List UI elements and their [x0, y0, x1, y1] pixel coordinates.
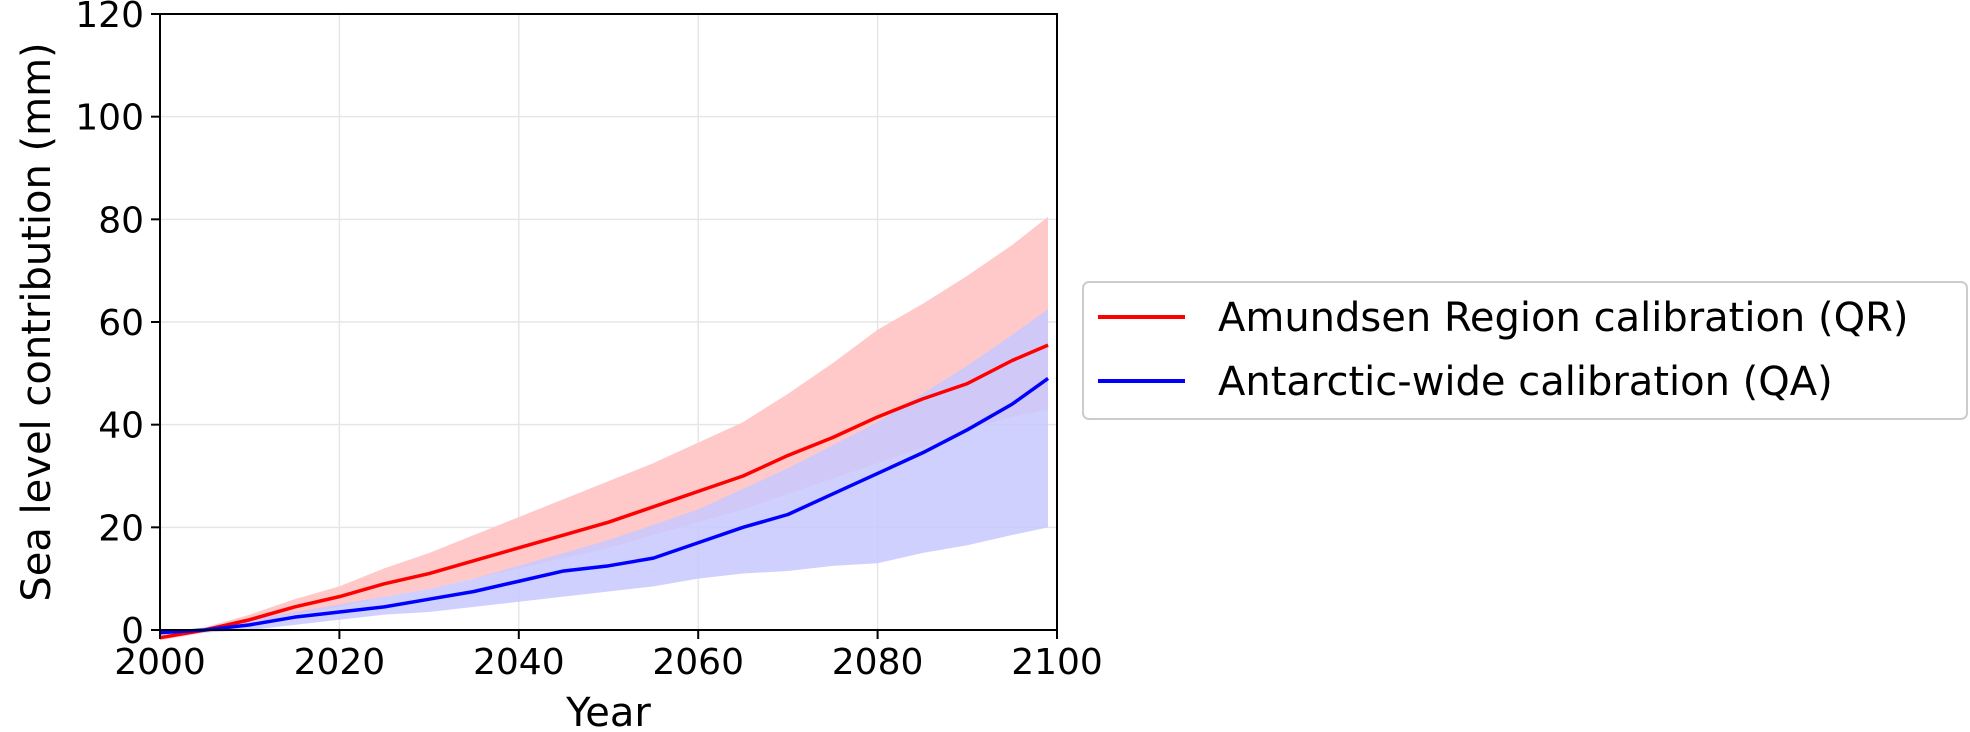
legend-label-antarctic: Antarctic-wide calibration (QA) — [1218, 359, 1833, 405]
y-tick-label: 0 — [121, 611, 144, 652]
x-tick-label: 2000 — [114, 642, 206, 683]
x-tick-label: 2020 — [294, 642, 386, 683]
series-line-1 — [159, 377, 1050, 635]
x-tick-label: 2060 — [652, 642, 744, 683]
x-tick-label: 2040 — [473, 642, 565, 683]
x-axis-label: Year — [565, 690, 651, 732]
y-tick-label: 80 — [98, 200, 144, 241]
x-tick-label: 2100 — [1011, 642, 1103, 683]
uncertainty-band-1 — [160, 309, 1049, 636]
y-tick-label: 60 — [98, 303, 144, 344]
y-tick-label: 20 — [98, 508, 144, 549]
legend-label-amundsen: Amundsen Region calibration (QR) — [1218, 295, 1909, 341]
y-axis-ticks: 0 20 40 60 80 100 120 — [75, 0, 160, 652]
y-tick-label: 120 — [75, 0, 144, 36]
legend: Amundsen Region calibration (QR) Antarct… — [1082, 281, 1968, 420]
y-tick-label: 40 — [98, 406, 144, 447]
x-axis-ticks: 2000 2020 2040 2060 2080 2100 — [114, 630, 1103, 683]
series-line-0 — [159, 343, 1049, 640]
uncertainty-bands — [160, 216, 1049, 641]
y-tick-label: 100 — [75, 98, 144, 139]
y-axis-label: Sea level contribution (mm) — [14, 42, 60, 601]
legend-box — [1082, 281, 1968, 420]
x-tick-label: 2080 — [832, 642, 924, 683]
series-lines — [159, 343, 1050, 640]
